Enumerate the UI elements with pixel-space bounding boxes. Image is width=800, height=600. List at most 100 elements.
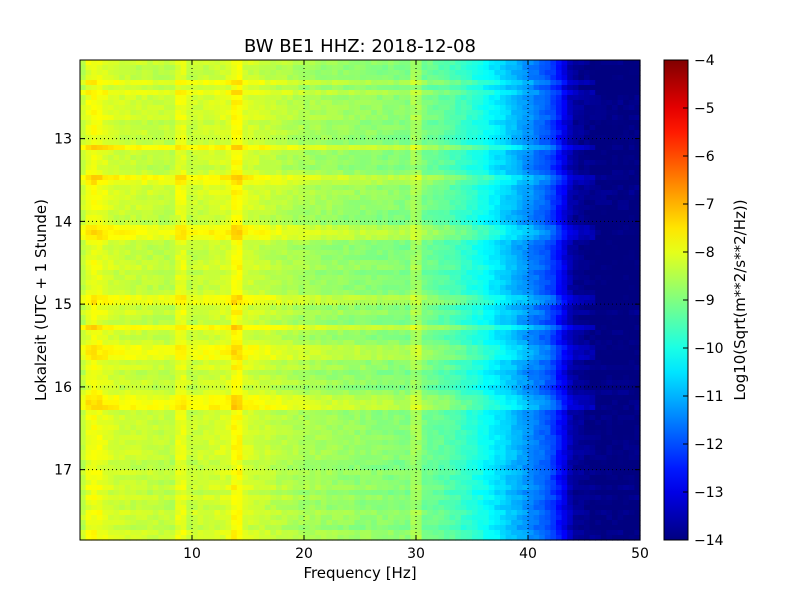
heatmap-cell: [164, 270, 171, 276]
heatmap-cell: [483, 90, 490, 96]
heatmap-cell: [399, 105, 406, 111]
heatmap-cell: [180, 75, 187, 81]
heatmap-cell: [365, 205, 372, 211]
heatmap-cell: [85, 120, 92, 126]
heatmap-cell: [634, 95, 641, 101]
heatmap-cell: [617, 250, 624, 256]
heatmap-cell: [192, 65, 199, 71]
heatmap-cell: [203, 215, 210, 221]
heatmap-cell: [164, 225, 171, 231]
heatmap-cell: [628, 70, 635, 76]
heatmap-cell: [119, 125, 126, 131]
heatmap-cell: [393, 285, 400, 291]
heatmap-cell: [427, 80, 434, 86]
heatmap-cell: [186, 145, 193, 151]
heatmap-cell: [477, 125, 484, 131]
heatmap-cell: [343, 100, 350, 106]
heatmap-cell: [298, 290, 305, 296]
heatmap-cell: [539, 300, 546, 306]
heatmap-cell: [119, 195, 126, 201]
heatmap-cell: [634, 115, 641, 121]
heatmap-cell: [460, 70, 467, 76]
heatmap-cell: [360, 195, 367, 201]
heatmap-cell: [253, 210, 260, 216]
heatmap-cell: [539, 295, 546, 301]
heatmap-cell: [315, 300, 322, 306]
heatmap-cell: [192, 100, 199, 106]
heatmap-cell: [444, 105, 451, 111]
heatmap-cell: [332, 90, 339, 96]
heatmap-cell: [236, 80, 243, 86]
heatmap-cell: [483, 225, 490, 231]
heatmap-cell: [589, 220, 596, 226]
heatmap-cell: [80, 220, 87, 226]
heatmap-cell: [225, 160, 232, 166]
heatmap-cell: [231, 245, 238, 251]
heatmap-cell: [281, 255, 288, 261]
heatmap-cell: [634, 215, 641, 221]
heatmap-cell: [175, 195, 182, 201]
heatmap-cell: [236, 125, 243, 131]
heatmap-cell: [231, 155, 238, 161]
heatmap-cell: [623, 125, 630, 131]
heatmap-cell: [466, 255, 473, 261]
heatmap-cell: [192, 280, 199, 286]
heatmap-cell: [136, 200, 143, 206]
heatmap-cell: [259, 265, 266, 271]
heatmap-cell: [572, 100, 579, 106]
heatmap-cell: [589, 175, 596, 181]
heatmap-cell: [432, 195, 439, 201]
heatmap-cell: [376, 110, 383, 116]
heatmap-cell: [404, 265, 411, 271]
heatmap-cell: [578, 65, 585, 71]
heatmap-cell: [169, 65, 176, 71]
heatmap-cell: [500, 95, 507, 101]
heatmap-cell: [505, 195, 512, 201]
heatmap-cell: [91, 220, 98, 226]
heatmap-cell: [595, 245, 602, 251]
heatmap-cell: [483, 60, 490, 66]
heatmap-cell: [309, 200, 316, 206]
heatmap-cell: [91, 270, 98, 276]
heatmap-cell: [281, 185, 288, 191]
heatmap-cell: [281, 85, 288, 91]
heatmap-cell: [281, 145, 288, 151]
heatmap-cell: [141, 155, 148, 161]
heatmap-cell: [287, 255, 294, 261]
heatmap-cell: [354, 230, 361, 236]
heatmap-cell: [91, 255, 98, 261]
heatmap-cell: [197, 105, 204, 111]
heatmap-cell: [472, 195, 479, 201]
heatmap-cell: [130, 165, 137, 171]
heatmap-cell: [348, 190, 355, 196]
heatmap-cell: [365, 225, 372, 231]
heatmap-cell: [91, 200, 98, 206]
heatmap-cell: [326, 270, 333, 276]
heatmap-cell: [242, 235, 249, 241]
heatmap-cell: [203, 260, 210, 266]
heatmap-cell: [130, 145, 137, 151]
heatmap-cell: [438, 155, 445, 161]
heatmap-cell: [220, 100, 227, 106]
heatmap-cell: [561, 220, 568, 226]
heatmap-cell: [438, 70, 445, 76]
heatmap-cell: [606, 85, 613, 91]
heatmap-cell: [287, 120, 294, 126]
heatmap-cell: [567, 120, 574, 126]
heatmap-cell: [91, 305, 98, 311]
heatmap-cell: [522, 95, 529, 101]
heatmap-cell: [292, 270, 299, 276]
heatmap-cell: [242, 205, 249, 211]
heatmap-cell: [600, 260, 607, 266]
heatmap-cell: [578, 150, 585, 156]
heatmap-cell: [186, 100, 193, 106]
heatmap-cell: [130, 85, 137, 91]
heatmap-cell: [528, 245, 535, 251]
heatmap-cell: [186, 70, 193, 76]
heatmap-cell: [197, 220, 204, 226]
heatmap-cell: [203, 240, 210, 246]
heatmap-cell: [113, 265, 120, 271]
heatmap-cell: [236, 225, 243, 231]
heatmap-cell: [410, 135, 417, 141]
